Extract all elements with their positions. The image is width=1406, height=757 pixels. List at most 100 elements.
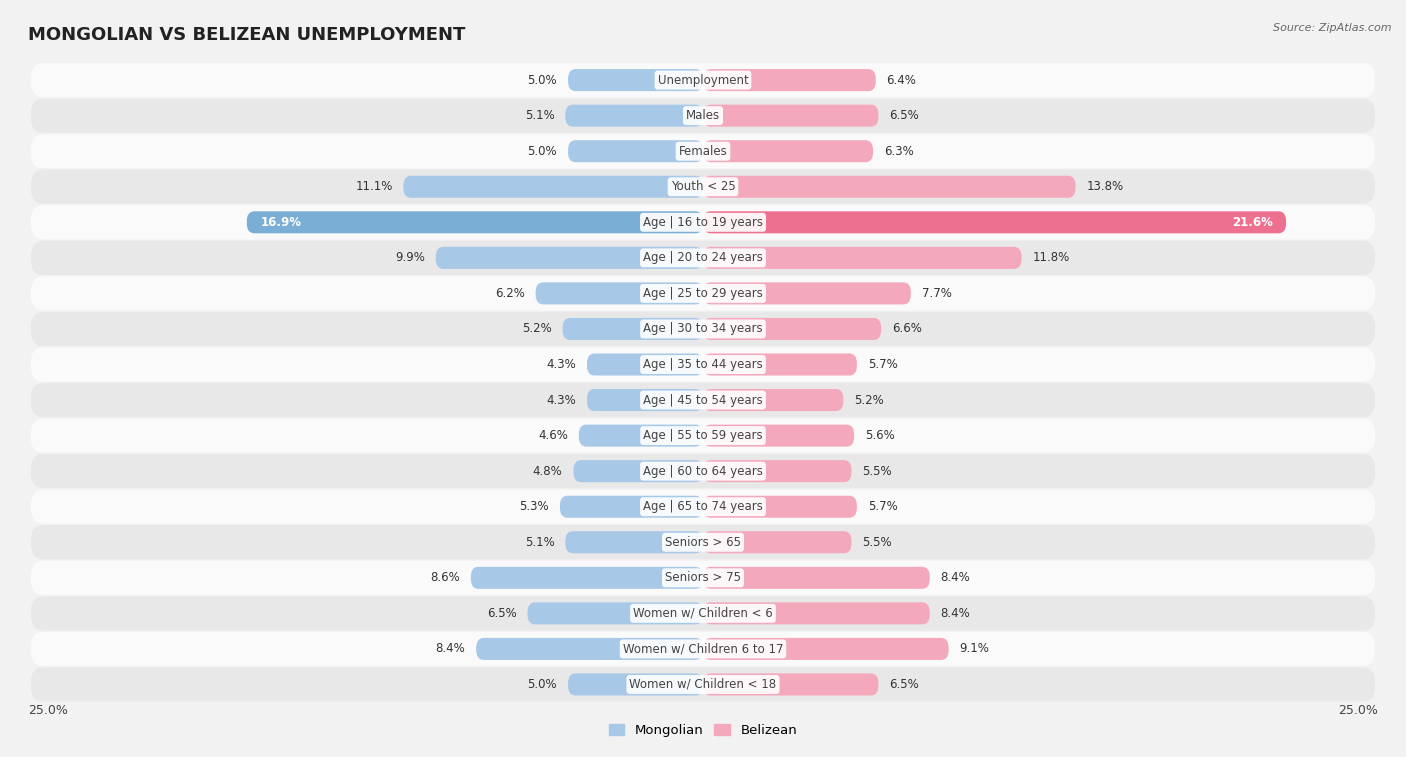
Text: Women w/ Children < 18: Women w/ Children < 18: [630, 678, 776, 691]
Text: 5.3%: 5.3%: [519, 500, 550, 513]
Text: 9.9%: 9.9%: [395, 251, 425, 264]
Text: 5.0%: 5.0%: [527, 73, 557, 86]
Text: 5.6%: 5.6%: [865, 429, 894, 442]
Text: 5.1%: 5.1%: [524, 109, 554, 122]
Text: 4.3%: 4.3%: [547, 358, 576, 371]
FancyBboxPatch shape: [565, 104, 703, 126]
FancyBboxPatch shape: [31, 205, 1375, 239]
FancyBboxPatch shape: [31, 597, 1375, 631]
Text: 6.5%: 6.5%: [486, 607, 517, 620]
FancyBboxPatch shape: [31, 276, 1375, 310]
FancyBboxPatch shape: [31, 668, 1375, 702]
Text: 4.6%: 4.6%: [538, 429, 568, 442]
Text: 6.5%: 6.5%: [889, 109, 920, 122]
FancyBboxPatch shape: [703, 318, 882, 340]
FancyBboxPatch shape: [568, 140, 703, 162]
Text: 8.4%: 8.4%: [436, 643, 465, 656]
Text: 5.1%: 5.1%: [524, 536, 554, 549]
Text: Age | 55 to 59 years: Age | 55 to 59 years: [643, 429, 763, 442]
Text: 6.2%: 6.2%: [495, 287, 524, 300]
Text: 8.6%: 8.6%: [430, 572, 460, 584]
FancyBboxPatch shape: [703, 567, 929, 589]
Text: 5.2%: 5.2%: [522, 322, 551, 335]
FancyBboxPatch shape: [31, 312, 1375, 346]
Text: 5.7%: 5.7%: [868, 500, 897, 513]
Text: 5.2%: 5.2%: [855, 394, 884, 407]
Text: 4.3%: 4.3%: [547, 394, 576, 407]
Text: 9.1%: 9.1%: [959, 643, 990, 656]
FancyBboxPatch shape: [31, 419, 1375, 453]
FancyBboxPatch shape: [703, 140, 873, 162]
Text: Seniors > 65: Seniors > 65: [665, 536, 741, 549]
Text: 6.6%: 6.6%: [891, 322, 922, 335]
FancyBboxPatch shape: [477, 638, 703, 660]
FancyBboxPatch shape: [471, 567, 703, 589]
FancyBboxPatch shape: [560, 496, 703, 518]
Text: Women w/ Children < 6: Women w/ Children < 6: [633, 607, 773, 620]
Text: Source: ZipAtlas.com: Source: ZipAtlas.com: [1274, 23, 1392, 33]
Text: 5.7%: 5.7%: [868, 358, 897, 371]
FancyBboxPatch shape: [31, 241, 1375, 275]
Text: Age | 60 to 64 years: Age | 60 to 64 years: [643, 465, 763, 478]
FancyBboxPatch shape: [31, 525, 1375, 559]
Text: Women w/ Children 6 to 17: Women w/ Children 6 to 17: [623, 643, 783, 656]
FancyBboxPatch shape: [703, 638, 949, 660]
FancyBboxPatch shape: [703, 69, 876, 91]
FancyBboxPatch shape: [703, 460, 852, 482]
FancyBboxPatch shape: [574, 460, 703, 482]
FancyBboxPatch shape: [565, 531, 703, 553]
Text: Age | 20 to 24 years: Age | 20 to 24 years: [643, 251, 763, 264]
FancyBboxPatch shape: [703, 354, 856, 375]
FancyBboxPatch shape: [703, 389, 844, 411]
FancyBboxPatch shape: [31, 454, 1375, 488]
Text: Age | 16 to 19 years: Age | 16 to 19 years: [643, 216, 763, 229]
Text: Age | 45 to 54 years: Age | 45 to 54 years: [643, 394, 763, 407]
FancyBboxPatch shape: [568, 69, 703, 91]
Text: 5.0%: 5.0%: [527, 145, 557, 157]
FancyBboxPatch shape: [703, 674, 879, 696]
FancyBboxPatch shape: [527, 603, 703, 625]
FancyBboxPatch shape: [703, 282, 911, 304]
Text: 11.8%: 11.8%: [1032, 251, 1070, 264]
FancyBboxPatch shape: [247, 211, 703, 233]
Text: 6.5%: 6.5%: [889, 678, 920, 691]
FancyBboxPatch shape: [586, 389, 703, 411]
FancyBboxPatch shape: [579, 425, 703, 447]
FancyBboxPatch shape: [31, 561, 1375, 595]
FancyBboxPatch shape: [404, 176, 703, 198]
Text: MONGOLIAN VS BELIZEAN UNEMPLOYMENT: MONGOLIAN VS BELIZEAN UNEMPLOYMENT: [28, 26, 465, 45]
FancyBboxPatch shape: [31, 134, 1375, 168]
FancyBboxPatch shape: [703, 176, 1076, 198]
FancyBboxPatch shape: [586, 354, 703, 375]
FancyBboxPatch shape: [703, 531, 852, 553]
FancyBboxPatch shape: [536, 282, 703, 304]
Text: 25.0%: 25.0%: [1339, 704, 1378, 717]
Legend: Mongolian, Belizean: Mongolian, Belizean: [603, 719, 803, 743]
Text: Age | 35 to 44 years: Age | 35 to 44 years: [643, 358, 763, 371]
Text: Males: Males: [686, 109, 720, 122]
Text: 5.0%: 5.0%: [527, 678, 557, 691]
FancyBboxPatch shape: [703, 496, 856, 518]
Text: 8.4%: 8.4%: [941, 607, 970, 620]
Text: Females: Females: [679, 145, 727, 157]
Text: 5.5%: 5.5%: [862, 536, 891, 549]
FancyBboxPatch shape: [568, 674, 703, 696]
FancyBboxPatch shape: [31, 98, 1375, 132]
Text: 6.3%: 6.3%: [884, 145, 914, 157]
FancyBboxPatch shape: [703, 211, 1286, 233]
Text: 25.0%: 25.0%: [28, 704, 67, 717]
FancyBboxPatch shape: [31, 170, 1375, 204]
Text: Youth < 25: Youth < 25: [671, 180, 735, 193]
FancyBboxPatch shape: [703, 104, 879, 126]
FancyBboxPatch shape: [31, 347, 1375, 382]
Text: 11.1%: 11.1%: [356, 180, 392, 193]
FancyBboxPatch shape: [31, 63, 1375, 97]
FancyBboxPatch shape: [31, 490, 1375, 524]
FancyBboxPatch shape: [562, 318, 703, 340]
Text: 4.8%: 4.8%: [533, 465, 562, 478]
Text: 8.4%: 8.4%: [941, 572, 970, 584]
Text: 13.8%: 13.8%: [1087, 180, 1123, 193]
Text: Age | 65 to 74 years: Age | 65 to 74 years: [643, 500, 763, 513]
Text: Age | 30 to 34 years: Age | 30 to 34 years: [643, 322, 763, 335]
FancyBboxPatch shape: [31, 632, 1375, 666]
